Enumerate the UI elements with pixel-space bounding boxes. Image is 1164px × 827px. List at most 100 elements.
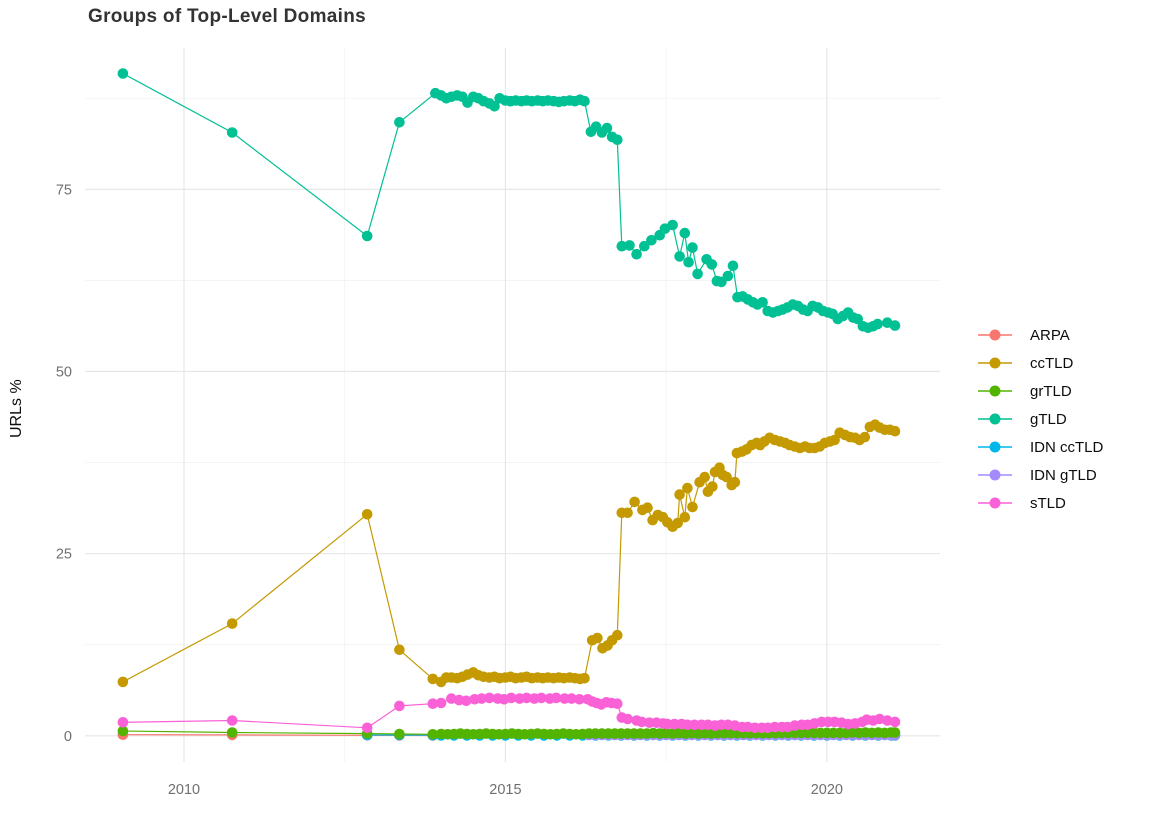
data-point (460, 695, 472, 707)
legend-item-label: IDN ccTLD (1030, 438, 1104, 456)
data-point (592, 632, 603, 644)
legend-key-dot (989, 497, 1001, 509)
data-point (639, 240, 650, 252)
data-point (484, 692, 495, 704)
data-point (579, 672, 590, 684)
series-points-cctld (117, 419, 901, 688)
legend-key-icon (978, 329, 1012, 341)
data-point (889, 716, 901, 728)
data-point (394, 117, 405, 128)
data-point (616, 240, 628, 252)
data-point (427, 698, 439, 709)
y-tick-label: 0 (64, 729, 72, 745)
legend-key-dot (989, 385, 1001, 397)
legend-key-icon (978, 385, 1012, 397)
data-point (489, 101, 500, 112)
data-point (361, 509, 373, 520)
data-point (574, 694, 585, 705)
legend-item-label: ARPA (1030, 326, 1070, 344)
data-point (707, 481, 718, 492)
data-point (612, 134, 623, 146)
series-line-gtld (122, 72, 896, 329)
data-point (729, 476, 741, 488)
data-point (727, 260, 739, 272)
legend-key-icon (978, 413, 1012, 425)
data-point (852, 313, 863, 325)
legend-item-label: IDN gTLD (1030, 466, 1097, 484)
data-point (394, 700, 405, 712)
series-points-stld (117, 692, 901, 734)
data-point (642, 502, 653, 513)
y-tick-label: 25 (56, 547, 72, 563)
data-point (394, 728, 405, 740)
legend-key-dot (989, 469, 1001, 481)
data-point (721, 471, 732, 483)
data-point (859, 431, 871, 443)
data-point (636, 716, 647, 728)
data-point (476, 693, 487, 704)
data-point (117, 717, 129, 728)
legend-item-arpa: ARPA (977, 321, 1103, 349)
y-tick-label: 75 (56, 182, 72, 198)
data-point (622, 507, 633, 519)
chart-title: Groups of Top-Level Domains (88, 6, 366, 27)
legend: ARPA ccTLD grTLD gTLD IDN ccTLD IDN gTLD sTLD (977, 321, 1103, 517)
data-point (566, 693, 577, 704)
data-point (629, 496, 640, 508)
legend-key-icon (978, 497, 1012, 509)
data-point (687, 242, 698, 253)
data-point (536, 692, 547, 704)
legend-item-grtld: grTLD (977, 377, 1103, 405)
legend-item-label: grTLD (1030, 382, 1072, 400)
data-point (757, 297, 768, 308)
x-tick-label: 2015 (489, 782, 521, 798)
data-point (682, 482, 693, 494)
legend-item-stld: sTLD (977, 489, 1103, 517)
legend-item-idn-gtld: IDN gTLD (977, 461, 1103, 489)
x-tick-label: 2020 (811, 782, 843, 798)
series-points-gtld (117, 68, 901, 334)
y-axis-label: URLs % (8, 379, 25, 438)
data-point (612, 629, 623, 641)
data-point (672, 517, 683, 529)
data-point (674, 489, 685, 500)
data-point (667, 219, 678, 231)
data-point (624, 240, 635, 251)
data-point (550, 692, 562, 704)
x-tick-label: 2010 (168, 782, 200, 798)
data-point (427, 729, 439, 740)
data-point (679, 227, 691, 239)
data-point (889, 320, 901, 331)
data-point (361, 230, 373, 242)
data-point (117, 725, 129, 737)
data-point (601, 122, 613, 134)
legend-key-icon (978, 469, 1012, 481)
data-point (722, 270, 734, 282)
data-point (226, 127, 238, 138)
data-point (226, 727, 238, 738)
data-point (117, 676, 129, 688)
data-point (631, 248, 642, 260)
data-point (427, 673, 439, 685)
data-point (687, 501, 698, 513)
legend-key-icon (978, 357, 1012, 369)
data-point (674, 251, 685, 262)
data-point (646, 235, 657, 246)
data-point (699, 471, 710, 483)
data-point (361, 722, 373, 734)
data-point (117, 68, 129, 79)
legend-item-label: ccTLD (1030, 354, 1074, 372)
data-point (226, 618, 238, 629)
legend-key-dot (989, 357, 1001, 369)
data-point (889, 425, 901, 437)
data-point (692, 268, 703, 280)
data-point (435, 697, 447, 709)
data-point (505, 692, 517, 704)
data-point (521, 692, 532, 704)
y-tick-label: 50 (56, 364, 72, 380)
legend-item-cctld: ccTLD (977, 349, 1103, 377)
legend-item-gtld: gTLD (977, 405, 1103, 433)
legend-key-icon (978, 441, 1012, 453)
